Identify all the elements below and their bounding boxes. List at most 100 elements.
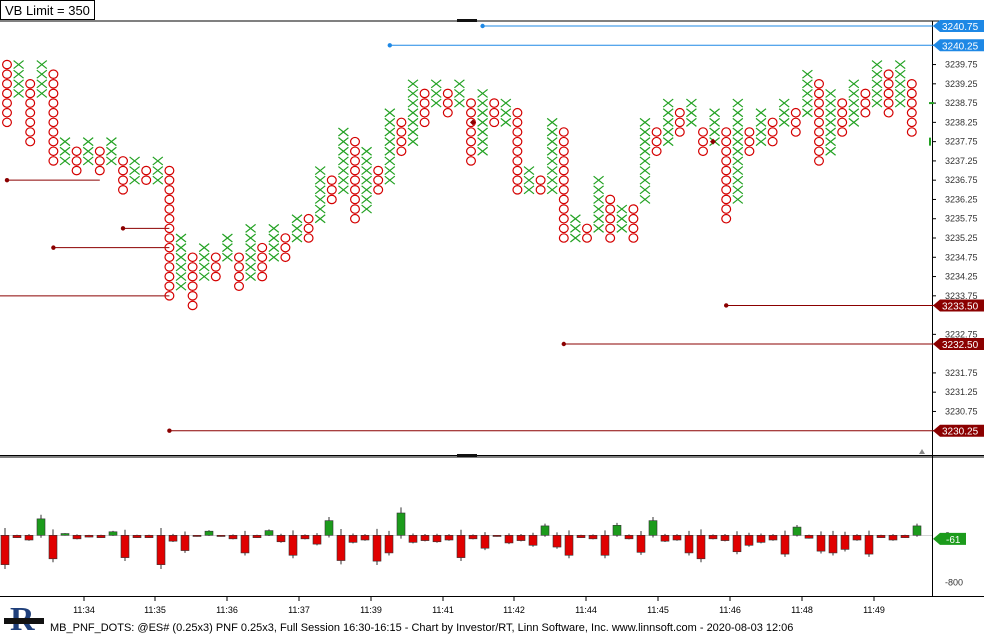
- x-box: [616, 204, 628, 214]
- o-box: [883, 88, 894, 99]
- oscillator-bar: [912, 525, 922, 536]
- o-box: [1, 98, 13, 108]
- x-box: [894, 88, 906, 98]
- o-box: [837, 107, 848, 118]
- x-box: [82, 156, 94, 166]
- o-box: [326, 175, 337, 185]
- o-box: [558, 165, 569, 176]
- oscillator-bar: [624, 535, 634, 540]
- oscillator-bar: [732, 535, 742, 553]
- x-box: [546, 185, 558, 195]
- x-box: [593, 175, 604, 185]
- o-box: [813, 98, 824, 108]
- x-box: [291, 233, 303, 243]
- oscillator-bar: [60, 533, 70, 536]
- x-box: [593, 204, 604, 214]
- o-box: [303, 233, 314, 243]
- o-box: [164, 175, 175, 185]
- level-line-dot: [480, 23, 485, 29]
- x-box: [82, 137, 94, 147]
- o-box: [71, 146, 82, 157]
- x-box: [825, 127, 836, 137]
- x-box: [802, 108, 813, 118]
- o-box: [164, 213, 175, 224]
- oscillator-bar: [312, 535, 322, 545]
- o-box: [837, 117, 848, 128]
- x-box: [430, 98, 442, 108]
- o-box: [1, 117, 13, 128]
- oscillator-bar: [108, 531, 118, 536]
- o-box: [628, 213, 639, 224]
- x-box: [407, 98, 419, 108]
- x-box: [570, 233, 581, 243]
- o-box: [164, 242, 175, 253]
- o-box: [813, 136, 824, 147]
- oscillator-bar: [192, 535, 202, 537]
- x-box: [222, 252, 233, 262]
- x-box: [848, 88, 860, 98]
- x-box: [175, 262, 187, 272]
- oscillator-bar: [876, 535, 886, 538]
- o-box: [350, 204, 361, 214]
- oscillator-bar: [132, 535, 142, 538]
- x-box: [384, 156, 396, 166]
- o-box: [164, 204, 175, 214]
- x-box: [477, 108, 488, 118]
- o-box: [558, 127, 569, 137]
- x-box: [291, 223, 303, 233]
- x-box: [338, 166, 349, 176]
- o-box: [605, 223, 616, 234]
- oscillator-bar: [516, 535, 526, 541]
- o-box: [326, 194, 337, 205]
- o-box: [721, 213, 732, 224]
- x-box: [894, 79, 906, 89]
- o-box: [837, 127, 848, 137]
- oscillator-bar: [888, 535, 898, 541]
- o-box: [1, 79, 13, 89]
- o-box: [721, 127, 732, 137]
- x-box: [825, 98, 836, 108]
- o-box: [117, 185, 128, 195]
- oscillator-value-tag: [933, 532, 966, 545]
- x-box: [593, 214, 604, 224]
- x-box: [639, 194, 651, 204]
- oscillator-bar: [900, 535, 910, 538]
- price-tag: [933, 20, 984, 32]
- x-box: [361, 194, 372, 204]
- oscillator-bar: [768, 535, 778, 541]
- x-box: [268, 223, 280, 233]
- pnf-chart[interactable]: 3240.75 3240.25 3239.75 3239.25 3238.75 3238.…: [0, 0, 984, 622]
- x-box: [314, 175, 326, 185]
- x-box: [152, 166, 164, 176]
- o-box: [187, 300, 198, 311]
- x-box: [570, 223, 581, 233]
- o-box: [25, 117, 36, 128]
- time-tick-label: 11:42: [503, 605, 525, 615]
- x-box: [13, 69, 24, 79]
- x-box: [732, 137, 744, 147]
- o-box: [489, 98, 500, 108]
- x-box: [314, 204, 326, 214]
- x-box: [732, 146, 744, 156]
- time-axis: 11:34 11:35 11:36 11:37 11:39 11:41 11:42 11:44…: [73, 596, 885, 615]
- o-box: [674, 107, 685, 118]
- x-box: [430, 79, 442, 89]
- time-tick-label: 11:34: [73, 605, 95, 615]
- o-box: [164, 281, 175, 291]
- o-box: [280, 252, 291, 263]
- x-box: [825, 146, 836, 156]
- level-line-dot: [561, 341, 566, 347]
- x-box: [848, 98, 860, 108]
- x-box: [106, 146, 117, 156]
- o-box: [303, 223, 314, 234]
- o-box: [813, 107, 824, 118]
- o-box: [442, 107, 453, 118]
- o-box: [164, 252, 175, 263]
- x-box: [802, 69, 813, 79]
- oscillator-bar: [288, 535, 298, 556]
- oscillator-bar: [408, 535, 418, 543]
- o-box: [48, 69, 59, 79]
- x-box: [198, 252, 210, 262]
- o-box: [234, 271, 245, 282]
- o-box: [535, 175, 546, 185]
